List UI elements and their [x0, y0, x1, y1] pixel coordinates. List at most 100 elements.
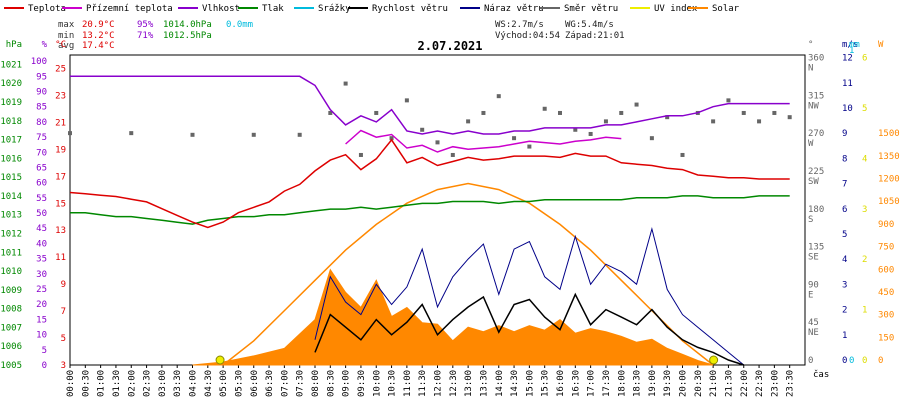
x-tick-label: 23:00 — [770, 370, 780, 397]
right-axis-tick: 1050 — [878, 197, 900, 207]
series-wind-direction-point — [542, 106, 547, 111]
left-axis-tick: 11 — [55, 253, 66, 263]
series-wind-direction-point — [619, 110, 624, 115]
chart-title: 2.07.2021 — [417, 39, 482, 53]
series-wind-direction-point — [496, 94, 501, 99]
right-axis-tick: 45 — [808, 318, 819, 328]
right-axis-tick: 6 — [842, 205, 847, 215]
left-axis-tick: 90 — [36, 87, 47, 97]
left-axis-unit: % — [42, 40, 48, 50]
series-wind-direction-point — [772, 110, 777, 115]
left-axis-tick: 1016 — [0, 154, 22, 164]
right-axis-direction: NW — [808, 101, 819, 111]
axes: hPa1005100610071008100910101011101210131… — [0, 40, 899, 397]
x-tick-label: 04:30 — [204, 370, 214, 397]
right-axis-tick: 90 — [808, 280, 819, 290]
legend-label: Směr větru — [564, 4, 618, 14]
right-axis-tick: 600 — [878, 265, 894, 275]
stats-max-temp: 20.9°C — [82, 20, 115, 30]
x-tick-label: 05:30 — [234, 370, 244, 397]
left-axis-tick: 100 — [31, 57, 47, 67]
x-tick-label: 22:30 — [755, 370, 765, 397]
legend-label: Přízemní teplota — [86, 4, 173, 14]
x-tick-label: 05:00 — [219, 370, 229, 397]
left-axis-tick: 1010 — [0, 267, 22, 277]
series-wind-direction-point — [665, 115, 670, 120]
series-wind-direction-point — [404, 98, 409, 103]
left-axis-tick: 1008 — [0, 305, 22, 315]
x-tick-label: 08:00 — [311, 370, 321, 397]
x-tick-label: 19:00 — [648, 370, 658, 397]
right-axis-tick: 2 — [862, 255, 867, 265]
series-pressure — [70, 195, 790, 225]
right-axis-unit: ° — [808, 40, 813, 50]
left-axis-tick: 3 — [61, 361, 66, 371]
right-axis-tick: 0 — [878, 356, 883, 366]
x-tick-label: 03:00 — [158, 370, 168, 397]
legend: Teplota Přízemní teplota Vlhkost Tlak Srážky… — [4, 4, 740, 14]
right-axis-tick: 150 — [878, 333, 894, 343]
x-tick-label: 09:00 — [342, 370, 352, 397]
series-wind-direction-point — [450, 152, 455, 157]
stats-avg-temp: 17.4°C — [82, 41, 115, 51]
x-tick-label: 00:00 — [66, 370, 76, 397]
series-wind-direction-point — [588, 131, 593, 136]
series-ground-temperature — [345, 129, 622, 153]
left-axis-unit: °C — [55, 40, 66, 50]
left-axis-tick: 1018 — [0, 117, 22, 127]
right-axis-tick: 1 — [849, 46, 854, 56]
x-tick-label: 10:30 — [388, 370, 398, 397]
x-tick-label: 02:30 — [143, 370, 153, 397]
right-axis-tick: 5 — [842, 230, 847, 240]
left-axis-tick: 23 — [55, 91, 66, 101]
series-wind-direction-point — [297, 132, 302, 137]
stats-sunset: Západ:21:01 — [565, 31, 625, 41]
series-solar-area — [192, 268, 714, 366]
right-axis-tick: 3 — [842, 280, 847, 290]
right-axis-tick: 1 — [862, 306, 867, 316]
series-wind-direction-point — [481, 110, 486, 115]
right-axis-tick: 9 — [842, 129, 847, 139]
legend-label: Rychlost větru — [372, 4, 448, 14]
series-wind-direction-point — [787, 115, 792, 120]
series-wind-direction-point — [68, 131, 72, 136]
left-axis-tick: 5 — [61, 334, 66, 344]
legend-label: Srážky — [318, 4, 351, 14]
series-wind-direction-point — [328, 110, 333, 115]
left-axis-tick: 85 — [36, 103, 47, 113]
stats-sunrise: Východ:04:54 — [495, 31, 560, 41]
x-tick-label: 12:00 — [434, 370, 444, 397]
x-tick-label: 14:30 — [510, 370, 520, 397]
series-wind-direction-point — [649, 136, 654, 141]
x-tick-label: 02:00 — [127, 370, 137, 397]
right-axis-tick: 1 — [842, 331, 847, 341]
series-temperature — [69, 138, 790, 229]
left-axis-tick: 30 — [36, 270, 47, 280]
right-axis-direction: S — [808, 215, 813, 225]
sun-marker — [709, 355, 719, 365]
left-axis-tick: 10 — [36, 331, 47, 341]
x-tick-label: 15:00 — [525, 370, 535, 397]
left-axis-tick: 15 — [55, 199, 66, 209]
series-wind-direction-point — [741, 110, 746, 115]
x-tick-label: 18:00 — [617, 370, 627, 397]
sun-marker — [215, 355, 225, 365]
right-axis-tick: 0 — [849, 356, 854, 366]
left-axis-tick: 1005 — [0, 361, 22, 371]
left-axis-tick: 25 — [55, 64, 66, 74]
x-tick-label: 11:00 — [403, 370, 413, 397]
x-tick-label: 16:00 — [556, 370, 566, 397]
x-tick-label: 20:30 — [694, 370, 704, 397]
x-tick-label: 06:00 — [250, 370, 260, 397]
right-axis-tick: 450 — [878, 288, 894, 298]
series-humidity — [70, 75, 790, 135]
right-axis-tick: 6 — [862, 54, 867, 64]
left-axis-tick: 1013 — [0, 211, 22, 221]
series-wind-direction-point — [512, 136, 517, 141]
right-axis-tick: 12 — [842, 54, 853, 64]
plot-area — [68, 75, 792, 366]
series-wind-direction-point — [757, 119, 762, 124]
x-tick-label: 00:30 — [81, 370, 91, 397]
x-tick-label: 21:00 — [709, 370, 719, 397]
